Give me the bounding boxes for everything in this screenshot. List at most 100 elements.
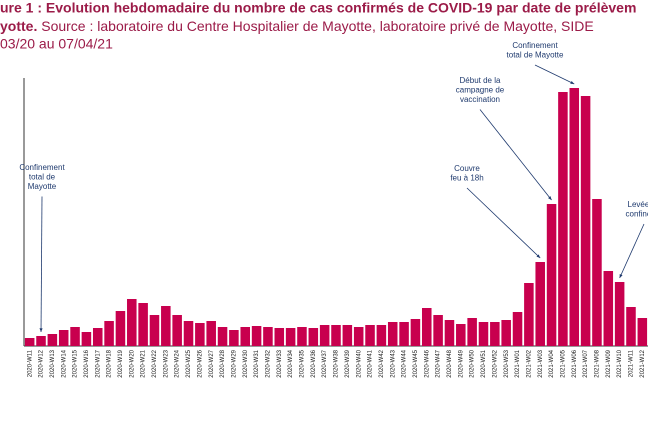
bar — [467, 318, 477, 346]
annotation-text: Mayotte — [28, 182, 57, 191]
x-tick-label: 2021-W04 — [549, 349, 555, 377]
x-tick-label: 2020-W15 — [73, 349, 79, 377]
x-tick-label: 2020-W44 — [402, 349, 408, 377]
annotation-text: campagne de — [456, 86, 505, 95]
x-tick-label: 2020-W41 — [368, 349, 374, 377]
x-tick-label: 2021-W08 — [595, 349, 601, 377]
bar — [70, 327, 80, 346]
x-tick-label: 2020-W51 — [481, 349, 487, 377]
bar — [614, 282, 625, 346]
annotation-arrow — [466, 187, 541, 259]
arrow-head — [548, 196, 552, 200]
x-tick-label: 2021-W05 — [560, 349, 566, 377]
bar — [297, 327, 307, 346]
x-tick-label: 2020-W21 — [141, 349, 147, 377]
chart-title: ure 1 : Evolution hebdomadaire du nombre… — [0, 0, 636, 16]
x-tick-label: 2020-W22 — [152, 349, 158, 377]
chart-period: 03/20 au 07/04/21 — [0, 36, 113, 52]
x-tick-label: 2020-W12 — [39, 349, 45, 377]
bar — [172, 315, 182, 346]
bar — [569, 88, 580, 346]
bar — [399, 322, 409, 346]
x-tick-label: 2020-W35 — [300, 349, 306, 377]
subtitle-bold: yotte. — [0, 18, 37, 34]
annotation-text: Couvre — [454, 164, 480, 173]
bar — [433, 315, 443, 346]
x-tick-label: 2020-W16 — [84, 349, 90, 377]
x-tick-label: 2020-W38 — [334, 349, 340, 377]
bar — [285, 328, 296, 346]
bar — [206, 321, 216, 346]
bar — [580, 96, 591, 346]
x-tick-label: 2021-W10 — [617, 349, 623, 377]
x-tick-label: 2020-W14 — [61, 349, 67, 377]
x-tick-label: 2020-W30 — [243, 349, 249, 377]
bar — [637, 318, 648, 346]
x-tick-label: 2020-W43 — [390, 349, 396, 377]
annotation-arrow — [619, 223, 645, 279]
bar — [195, 323, 205, 346]
x-tick-label: 2020-W33 — [277, 349, 283, 377]
annotation-text: feu à 18h — [450, 174, 483, 183]
bar — [376, 325, 387, 346]
x-tick-label: 2020-W25 — [186, 349, 192, 377]
annotation-text: Confinement — [512, 41, 558, 50]
x-tick-label: 2020-W49 — [458, 349, 464, 377]
bar — [387, 322, 398, 346]
bar — [240, 327, 251, 346]
subtitle-text: Source : laboratoire du Centre Hospitali… — [41, 18, 594, 34]
annotation-arrow — [479, 109, 552, 201]
annotation-text: confineme — [626, 210, 648, 219]
bar — [127, 299, 137, 346]
x-tick-label: 2021-W11 — [629, 349, 635, 377]
x-tick-label: 2020-W50 — [470, 349, 476, 377]
bar — [490, 322, 500, 346]
x-tick-label: 2020-W34 — [288, 349, 294, 377]
x-tick-label: 2020-W29 — [231, 349, 237, 377]
bar — [421, 308, 432, 346]
x-tick-label: 2021-W02 — [526, 349, 532, 377]
arrow-head — [619, 274, 623, 278]
bar — [58, 330, 69, 346]
x-tick-label: 2020-W32 — [266, 349, 272, 377]
bar — [478, 322, 489, 346]
annotation-text: total de — [29, 173, 56, 182]
x-tick-label: 2020-W24 — [175, 349, 181, 377]
x-tick-label: 2021-W09 — [606, 349, 612, 377]
x-tick-label: 2020-W48 — [447, 349, 453, 377]
bar — [24, 338, 35, 346]
x-tick-label: 2021-W12 — [640, 349, 646, 377]
annotation-text: vaccination — [460, 95, 500, 104]
bar — [410, 319, 421, 346]
x-tick-label: 2021-W06 — [572, 349, 578, 377]
bar — [331, 325, 341, 346]
x-tick-label: 2020-W36 — [311, 349, 317, 377]
x-tick-label: 2020-W17 — [95, 349, 101, 377]
x-tick-label: 2020-W37 — [322, 349, 328, 377]
x-tick-label: 2021-W03 — [538, 349, 544, 377]
bar — [149, 315, 160, 346]
bar — [36, 336, 46, 346]
x-tick-label: 2020-W26 — [197, 349, 203, 377]
x-tick-label: 2020-W39 — [345, 349, 351, 377]
bar — [603, 271, 614, 346]
chart-subtitle: yotte. Source : laboratoire du Centre Ho… — [0, 18, 594, 34]
x-tick-label: 2020-W46 — [424, 349, 430, 377]
bar — [592, 199, 602, 346]
bar — [365, 325, 375, 346]
bar — [308, 328, 319, 346]
arrow-head — [570, 80, 575, 84]
bar — [104, 321, 114, 346]
bar — [558, 92, 568, 346]
x-tick-label: 2020-W53 — [504, 349, 510, 377]
bar — [512, 312, 523, 346]
bar — [183, 321, 194, 346]
annotation-arrow — [534, 64, 575, 85]
x-tick-label: 2020-W19 — [118, 349, 124, 377]
bar — [342, 325, 353, 346]
x-tick-label: 2020-W31 — [254, 349, 260, 377]
bar — [353, 327, 364, 346]
x-tick-label: 2021-W07 — [583, 349, 589, 377]
bar — [81, 332, 92, 346]
